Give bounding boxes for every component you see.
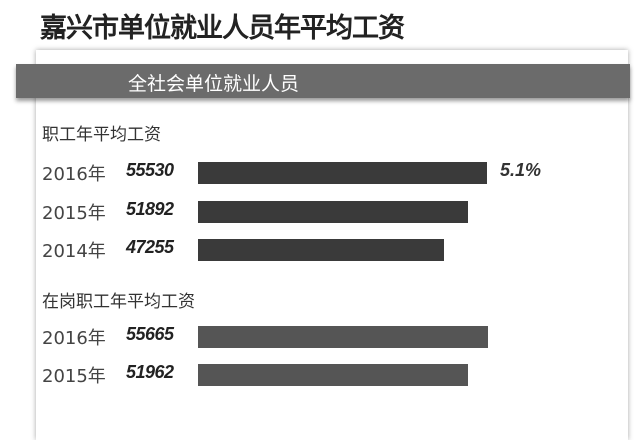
- value-label: 55665: [126, 324, 174, 344]
- value-label: 51962: [126, 362, 174, 382]
- value-label: 51892: [126, 199, 174, 219]
- growth-annotation: 5.1%: [500, 160, 542, 180]
- bar: [198, 162, 487, 184]
- category-label: 2016年: [42, 328, 106, 349]
- bar: [198, 201, 469, 223]
- section-label: 在岗职工年平均工资: [42, 292, 195, 312]
- value-label: 47255: [126, 237, 174, 257]
- bar: [198, 326, 488, 348]
- chart-title: 嘉兴市单位就业人员年平均工资: [40, 13, 405, 44]
- category-label: 2014年: [42, 241, 106, 262]
- category-label: 2015年: [42, 366, 106, 387]
- banner: 全社会单位就业人员: [16, 64, 630, 98]
- value-label: 55530: [126, 160, 174, 180]
- category-label: 2016年: [42, 164, 106, 185]
- bar: [198, 239, 444, 261]
- bar: [198, 364, 469, 386]
- banner-label: 全社会单位就业人员: [128, 73, 300, 95]
- category-label: 2015年: [42, 203, 106, 224]
- section-label: 职工年平均工资: [42, 125, 161, 145]
